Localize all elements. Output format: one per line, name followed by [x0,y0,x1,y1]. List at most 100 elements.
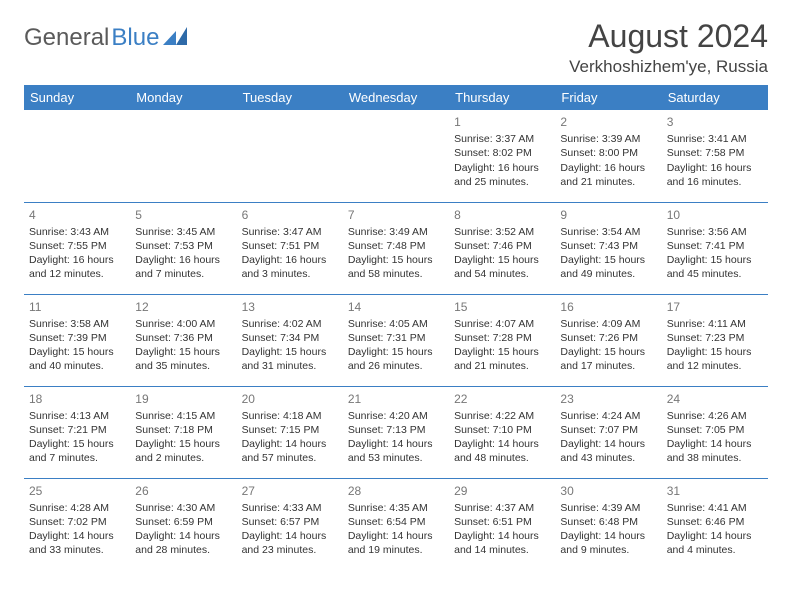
day-cell: 25Sunrise: 4:28 AMSunset: 7:02 PMDayligh… [24,478,130,570]
day-number: 5 [135,207,231,223]
sunrise-line: Sunrise: 4:13 AM [29,409,125,423]
logo-text-1: General [24,24,109,52]
day-number: 6 [242,207,338,223]
weekday-header: Monday [130,85,236,110]
sunrise-line: Sunrise: 4:11 AM [667,317,763,331]
day-number: 11 [29,299,125,315]
day-cell: 12Sunrise: 4:00 AMSunset: 7:36 PMDayligh… [130,294,236,386]
logo: GeneralBlue [24,18,189,52]
daylight-line: Daylight: 16 hours and 12 minutes. [29,253,125,281]
sunrise-line: Sunrise: 3:39 AM [560,132,656,146]
day-cell: 11Sunrise: 3:58 AMSunset: 7:39 PMDayligh… [24,294,130,386]
daylight-line: Daylight: 15 hours and 31 minutes. [242,345,338,373]
sunset-line: Sunset: 7:48 PM [348,239,444,253]
day-number: 2 [560,114,656,130]
daylight-line: Daylight: 14 hours and 53 minutes. [348,437,444,465]
empty-cell [343,110,449,202]
sunrise-line: Sunrise: 4:15 AM [135,409,231,423]
day-number: 14 [348,299,444,315]
sunset-line: Sunset: 7:46 PM [454,239,550,253]
day-number: 16 [560,299,656,315]
sunset-line: Sunset: 7:05 PM [667,423,763,437]
sunset-line: Sunset: 6:48 PM [560,515,656,529]
daylight-line: Daylight: 16 hours and 25 minutes. [454,161,550,189]
sunrise-line: Sunrise: 4:09 AM [560,317,656,331]
sunrise-line: Sunrise: 3:54 AM [560,225,656,239]
day-cell: 28Sunrise: 4:35 AMSunset: 6:54 PMDayligh… [343,478,449,570]
sunset-line: Sunset: 7:51 PM [242,239,338,253]
day-number: 21 [348,391,444,407]
day-cell: 18Sunrise: 4:13 AMSunset: 7:21 PMDayligh… [24,386,130,478]
daylight-line: Daylight: 15 hours and 26 minutes. [348,345,444,373]
daylight-line: Daylight: 14 hours and 9 minutes. [560,529,656,557]
day-cell: 2Sunrise: 3:39 AMSunset: 8:00 PMDaylight… [555,110,661,202]
logo-text-2: Blue [111,24,159,52]
day-cell: 6Sunrise: 3:47 AMSunset: 7:51 PMDaylight… [237,202,343,294]
day-number: 13 [242,299,338,315]
daylight-line: Daylight: 16 hours and 3 minutes. [242,253,338,281]
day-cell: 3Sunrise: 3:41 AMSunset: 7:58 PMDaylight… [662,110,768,202]
empty-cell [130,110,236,202]
day-cell: 8Sunrise: 3:52 AMSunset: 7:46 PMDaylight… [449,202,555,294]
day-cell: 14Sunrise: 4:05 AMSunset: 7:31 PMDayligh… [343,294,449,386]
empty-cell [237,110,343,202]
sunset-line: Sunset: 7:34 PM [242,331,338,345]
day-number: 3 [667,114,763,130]
sunset-line: Sunset: 7:31 PM [348,331,444,345]
day-number: 27 [242,483,338,499]
sunrise-line: Sunrise: 3:49 AM [348,225,444,239]
sunset-line: Sunset: 7:15 PM [242,423,338,437]
sunset-line: Sunset: 7:43 PM [560,239,656,253]
sunset-line: Sunset: 7:39 PM [29,331,125,345]
sunset-line: Sunset: 7:23 PM [667,331,763,345]
day-cell: 13 Sunrise: 4:02 AMSunset: 7:34 PMDayligh… [237,294,343,386]
sunset-line: Sunset: 7:53 PM [135,239,231,253]
day-number: 30 [560,483,656,499]
sunrise-line: Sunrise: 4:39 AM [560,501,656,515]
daylight-line: Daylight: 14 hours and 28 minutes. [135,529,231,557]
day-number: 28 [348,483,444,499]
day-cell: 16Sunrise: 4:09 AMSunset: 7:26 PMDayligh… [555,294,661,386]
daylight-line: Daylight: 14 hours and 14 minutes. [454,529,550,557]
day-cell: 9Sunrise: 3:54 AMSunset: 7:43 PMDaylight… [555,202,661,294]
sunset-line: Sunset: 7:13 PM [348,423,444,437]
day-cell: 21 Sunrise: 4:20 AMSunset: 7:13 PMDayligh… [343,386,449,478]
daylight-line: Daylight: 16 hours and 21 minutes. [560,161,656,189]
weekday-header: Friday [555,85,661,110]
daylight-line: Daylight: 14 hours and 23 minutes. [242,529,338,557]
day-number: 26 [135,483,231,499]
sunset-line: Sunset: 7:58 PM [667,146,763,160]
sunrise-line: Sunrise: 4:41 AM [667,501,763,515]
day-cell: 7Sunrise: 3:49 AMSunset: 7:48 PMDaylight… [343,202,449,294]
day-cell: 15Sunrise: 4:07 AMSunset: 7:28 PMDayligh… [449,294,555,386]
daylight-line: Daylight: 15 hours and 12 minutes. [667,345,763,373]
daylight-line: Daylight: 14 hours and 48 minutes. [454,437,550,465]
calendar-row: 11Sunrise: 3:58 AMSunset: 7:39 PMDayligh… [24,294,768,386]
weekday-header: Thursday [449,85,555,110]
logo-icon [161,24,189,52]
sunrise-line: Sunrise: 4:07 AM [454,317,550,331]
empty-cell [24,110,130,202]
sunrise-line: Sunrise: 4:02 AM [242,317,338,331]
day-number: 31 [667,483,763,499]
day-cell: 24Sunrise: 4:26 AMSunset: 7:05 PMDayligh… [662,386,768,478]
sunrise-line: Sunrise: 4:37 AM [454,501,550,515]
day-cell: 19Sunrise: 4:15 AMSunset: 7:18 PMDayligh… [130,386,236,478]
calendar-body: 1Sunrise: 3:37 AMSunset: 8:02 PMDaylight… [24,110,768,570]
calendar-row: 1Sunrise: 3:37 AMSunset: 8:02 PMDaylight… [24,110,768,202]
daylight-line: Daylight: 14 hours and 38 minutes. [667,437,763,465]
day-number: 8 [454,207,550,223]
sunset-line: Sunset: 7:55 PM [29,239,125,253]
sunrise-line: Sunrise: 3:37 AM [454,132,550,146]
daylight-line: Daylight: 15 hours and 49 minutes. [560,253,656,281]
sunrise-line: Sunrise: 3:56 AM [667,225,763,239]
month-title: August 2024 [569,18,768,55]
sunrise-line: Sunrise: 4:20 AM [348,409,444,423]
daylight-line: Daylight: 15 hours and 7 minutes. [29,437,125,465]
day-number: 1 [454,114,550,130]
sunset-line: Sunset: 7:36 PM [135,331,231,345]
sunset-line: Sunset: 6:46 PM [667,515,763,529]
day-cell: 17Sunrise: 4:11 AMSunset: 7:23 PMDayligh… [662,294,768,386]
day-cell: 23Sunrise: 4:24 AMSunset: 7:07 PMDayligh… [555,386,661,478]
daylight-line: Daylight: 15 hours and 45 minutes. [667,253,763,281]
